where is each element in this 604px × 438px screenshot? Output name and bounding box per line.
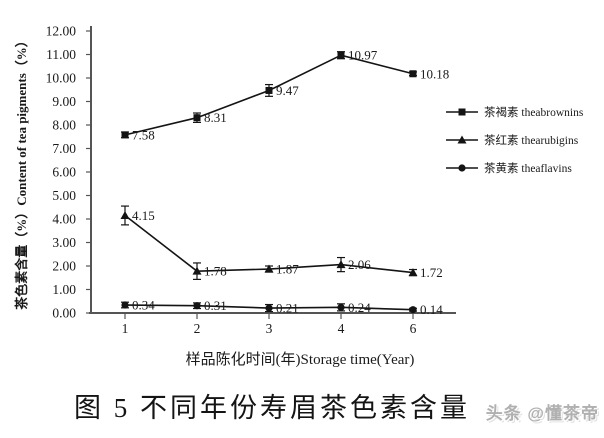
- watermark: 头条 @懂茶帝: [485, 404, 599, 423]
- x-tick-label: 2: [194, 321, 201, 336]
- y-tick-label: 12.00: [46, 24, 77, 39]
- square-marker: [458, 108, 466, 116]
- chart-dynamic-content: 0.00 1.00 2.00 3.00 4.00 5.00 6.00 7.00 8.00 9.00…: [46, 24, 584, 337]
- point-label: 1.72: [420, 265, 443, 280]
- x-tick-label: 1: [122, 321, 129, 336]
- x-axis-title: 样品陈化时间(年)Storage time(Year): [186, 350, 415, 368]
- y-tick-label: 2.00: [52, 259, 76, 274]
- y-axis-title: 茶色素含量（%）Content of tea pigments（%）: [14, 34, 29, 310]
- point-label: 1.78: [204, 264, 227, 279]
- point-label: 1.87: [276, 262, 299, 277]
- series-triangle: 4.15 1.78 1.87 2.06 1.72: [120, 205, 443, 280]
- point-label: 0.24: [348, 300, 371, 315]
- y-tick-label: 5.00: [52, 188, 76, 203]
- legend-label: 茶黄素 theaflavins: [484, 161, 572, 175]
- circle-marker: [337, 303, 345, 311]
- x-tick-label: 3: [266, 321, 273, 336]
- circle-marker: [193, 302, 201, 310]
- circle-marker: [409, 306, 417, 314]
- y-tick-label: 6.00: [52, 165, 76, 180]
- point-label: 10.18: [420, 66, 449, 81]
- y-tick-label: 3.00: [52, 235, 76, 250]
- triangle-marker: [120, 210, 130, 219]
- y-tick-label: 0.00: [52, 306, 76, 321]
- square-marker: [121, 131, 129, 139]
- legend: 茶褐素 theabrownins 茶红素 thearubigins 茶黄素 thea…: [446, 105, 584, 175]
- point-label: 0.21: [276, 301, 299, 316]
- figure-caption: 图 5 不同年份寿眉茶色素含量: [74, 393, 470, 423]
- point-label: 0.31: [204, 298, 227, 313]
- legend-item: 茶褐素 theabrownins: [446, 105, 584, 119]
- point-label: 7.58: [132, 127, 155, 142]
- y-tick-label: 7.00: [52, 141, 76, 156]
- point-label: 2.06: [348, 257, 371, 272]
- y-tick-label: 9.00: [52, 94, 76, 109]
- point-label: 4.15: [132, 208, 155, 223]
- x-tick-label: 6: [410, 321, 417, 336]
- legend-label: 茶红素 thearubigins: [484, 134, 579, 147]
- series-circle: 0.34 0.31 0.21 0.24 0.14: [121, 298, 443, 317]
- y-tick-label: 10.00: [46, 71, 77, 86]
- point-label: 0.14: [420, 302, 443, 317]
- square-marker: [409, 70, 417, 78]
- square-marker: [193, 114, 201, 122]
- legend-item: 茶红素 thearubigins: [446, 134, 579, 147]
- triangle-marker: [336, 260, 346, 269]
- point-label: 0.34: [132, 298, 155, 313]
- tea-pigment-chart: 0.00 1.00 2.00 3.00 4.00 5.00 6.00 7.00 8.00 9.00…: [14, 24, 584, 369]
- triangle-marker: [192, 266, 202, 275]
- circle-marker: [458, 164, 466, 172]
- y-tick-label: 11.00: [46, 47, 76, 62]
- y-tick-label: 1.00: [52, 282, 76, 297]
- point-label: 9.47: [276, 83, 299, 98]
- triangle-marker: [408, 268, 418, 277]
- series-square: 7.58 8.31 9.47 10.97 10.18: [121, 48, 449, 142]
- point-label: 10.97: [348, 48, 378, 63]
- axes: 0.00 1.00 2.00 3.00 4.00 5.00 6.00 7.00 8.00 9.00…: [46, 24, 456, 336]
- triangle-marker: [264, 264, 274, 273]
- circle-marker: [121, 301, 129, 309]
- square-marker: [265, 86, 273, 94]
- legend-item: 茶黄素 theaflavins: [446, 161, 572, 175]
- triangle-marker: [457, 135, 467, 144]
- legend-label: 茶褐素 theabrownins: [484, 105, 584, 119]
- y-tick-label: 4.00: [52, 212, 76, 227]
- point-label: 8.31: [204, 110, 227, 125]
- y-tick-label: 8.00: [52, 118, 76, 133]
- x-tick-label: 4: [338, 321, 345, 336]
- square-marker: [337, 51, 345, 59]
- circle-marker: [265, 304, 273, 312]
